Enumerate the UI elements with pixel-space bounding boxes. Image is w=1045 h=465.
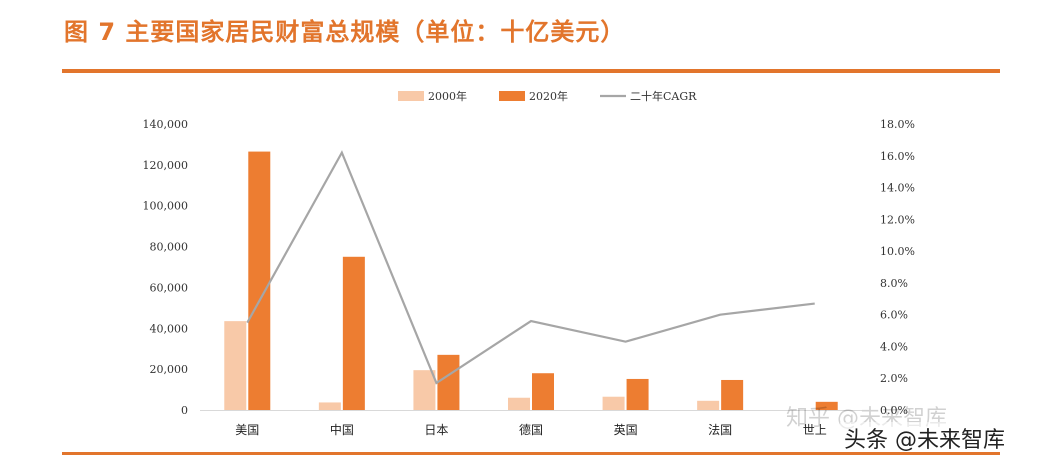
legend-label: 二十年CAGR [630,89,697,103]
legend-swatch [499,91,525,101]
x-tick-label: 世上 [803,423,827,437]
y-right-tick-label: 18.0% [880,118,915,131]
x-tick-label: 德国 [519,422,543,437]
watermark: 头条 @未来智库 [840,422,1009,454]
y-left-tick-label: 140,000 [143,118,189,131]
bar [248,151,271,411]
y-right-tick-label: 14.0% [880,182,915,195]
x-tick-label: 美国 [235,423,259,437]
y-left-tick-label: 60,000 [150,281,189,294]
bottom-rule [62,452,1000,455]
bar [626,378,649,410]
x-tick-label: 中国 [330,422,354,437]
y-left-tick-label: 0 [181,404,188,417]
y-right-tick-label: 12.0% [880,213,915,226]
y-right-tick-label: 0.0% [880,404,908,417]
y-right-tick-label: 6.0% [880,309,908,322]
legend-label: 2020年 [529,89,568,103]
bar [697,400,720,410]
bar [224,321,247,410]
y-left-tick-label: 20,000 [150,363,189,376]
chart-title: 图 7 主要国家居民财富总规模（单位：十亿美元） [64,18,626,46]
y-left-tick-label: 80,000 [150,241,189,254]
cagr-line [246,150,815,385]
bar [342,256,365,410]
x-tick-label: 法国 [708,423,732,437]
y-left-tick-label: 100,000 [143,200,189,213]
y-right-tick-label: 8.0% [880,277,908,290]
y-left-tick-label: 40,000 [150,322,189,335]
bar [815,401,838,410]
bar [437,354,460,410]
y-left-tick-label: 120,000 [143,159,189,172]
x-tick-label: 日本 [424,423,448,437]
x-tick-label: 英国 [614,423,638,437]
bar [318,402,341,410]
y-right-tick-label: 2.0% [880,372,908,385]
bar [508,397,530,410]
y-right-tick-label: 10.0% [880,245,915,258]
y-right-tick-label: 16.0% [880,150,915,163]
bar [413,370,436,410]
legend-swatch [398,91,424,101]
title-rule [62,69,1000,73]
y-right-tick-label: 4.0% [880,340,908,353]
bar [532,373,554,410]
bar [602,396,625,410]
legend-label: 2000年 [428,89,467,103]
bar [721,379,744,410]
